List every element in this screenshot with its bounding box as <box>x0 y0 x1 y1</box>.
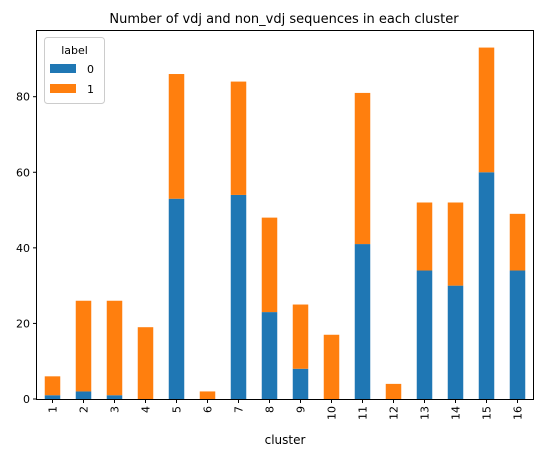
bar-cluster-7-label-1 <box>230 81 247 195</box>
y-tick-label: 40 <box>16 242 30 255</box>
x-tick-label: 12 <box>388 406 401 420</box>
bar-cluster-5-label-1 <box>168 74 185 199</box>
x-tick-label: 14 <box>450 406 463 420</box>
legend: label 01 <box>44 37 105 104</box>
x-tick-label: 5 <box>171 406 184 413</box>
bar-cluster-11-label-0 <box>354 244 371 399</box>
bar-cluster-1-label-1 <box>44 376 61 396</box>
bar-cluster-10-label-1 <box>323 334 340 399</box>
legend-label-1: 1 <box>87 83 94 96</box>
bar-cluster-12-label-1 <box>385 383 402 399</box>
bar-cluster-8-label-0 <box>261 312 278 399</box>
plot-frame <box>36 30 534 400</box>
x-tick-label: 8 <box>264 406 277 413</box>
bar-cluster-13-label-0 <box>416 270 433 399</box>
bar-cluster-8-label-1 <box>261 217 278 313</box>
x-tick-label: 7 <box>233 406 246 413</box>
legend-swatch-0 <box>50 64 76 73</box>
chart-title: Number of vdj and non_vdj sequences in e… <box>109 12 459 27</box>
x-tick-label: 2 <box>78 406 91 413</box>
y-tick-label: 60 <box>16 166 30 179</box>
x-tick-label: 15 <box>481 406 494 420</box>
bar-cluster-3-label-0 <box>106 395 123 399</box>
bar-cluster-15-label-1 <box>478 47 495 173</box>
y-axis-ticks: 0 20 40 60 80 <box>16 91 37 406</box>
bars-group <box>44 47 526 399</box>
bar-cluster-6-label-1 <box>199 391 216 399</box>
bar-cluster-2-label-1 <box>75 300 92 392</box>
x-tick-label: 13 <box>419 406 432 420</box>
bar-cluster-13-label-1 <box>416 202 433 271</box>
bar-cluster-1-label-0 <box>44 395 61 399</box>
legend-title: label <box>61 44 88 57</box>
bar-cluster-14-label-1 <box>447 202 464 286</box>
x-tick-label: 9 <box>295 406 308 413</box>
x-axis-label: cluster <box>265 433 306 447</box>
bar-cluster-16-label-0 <box>509 270 526 399</box>
legend-entries: 01 <box>50 63 94 96</box>
bar-cluster-9-label-0 <box>292 368 309 399</box>
bar-cluster-5-label-0 <box>168 198 185 399</box>
legend-label-0: 0 <box>87 63 94 76</box>
bar-cluster-16-label-1 <box>509 213 526 271</box>
y-tick-label: 0 <box>23 393 30 406</box>
x-axis-ticks: 1 2 3 4 5 6 7 8 9 10 11 12 13 14 15 16 <box>47 399 525 420</box>
x-tick-label: 11 <box>357 406 370 420</box>
x-tick-label: 6 <box>202 406 215 413</box>
bar-cluster-3-label-1 <box>106 300 123 396</box>
x-tick-label: 16 <box>512 406 525 420</box>
bar-cluster-14-label-0 <box>447 285 464 399</box>
bar-cluster-9-label-1 <box>292 304 309 369</box>
x-tick-label: 3 <box>109 406 122 413</box>
x-tick-label: 4 <box>140 406 153 413</box>
x-tick-label: 10 <box>326 406 339 420</box>
bar-cluster-4-label-1 <box>137 327 154 399</box>
bar-cluster-2-label-0 <box>75 391 92 399</box>
bar-cluster-15-label-0 <box>478 172 495 399</box>
y-tick-label: 80 <box>16 91 30 104</box>
bar-cluster-7-label-0 <box>230 194 247 399</box>
bar-cluster-11-label-1 <box>354 92 371 245</box>
legend-swatch-1 <box>50 84 76 93</box>
y-tick-label: 20 <box>16 317 30 330</box>
x-tick-label: 1 <box>47 406 60 413</box>
